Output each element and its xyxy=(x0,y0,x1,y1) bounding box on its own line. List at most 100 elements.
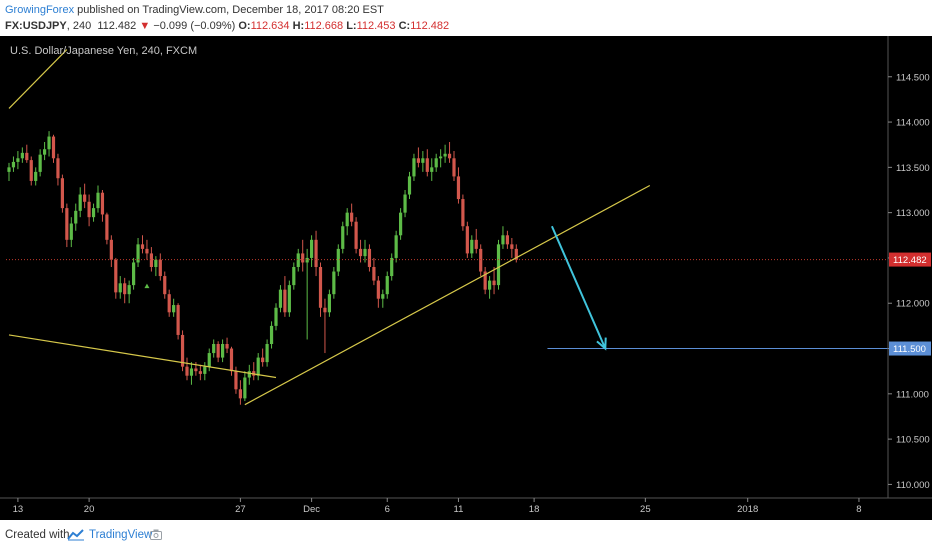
candle-body xyxy=(399,212,403,236)
candle-body xyxy=(87,201,91,218)
candle-body xyxy=(323,307,327,313)
candle-body xyxy=(247,371,251,378)
candle xyxy=(363,239,367,263)
candle-body xyxy=(145,248,149,254)
candle-body xyxy=(430,167,434,172)
candle-body xyxy=(7,167,11,172)
candle-body xyxy=(78,194,82,211)
candle-body xyxy=(140,244,145,249)
candle-body xyxy=(56,158,60,179)
candle-body xyxy=(372,267,376,281)
candle xyxy=(310,235,314,267)
candle-body xyxy=(412,158,416,177)
candle xyxy=(350,203,354,227)
tradingview-logo-icon[interactable] xyxy=(67,529,85,541)
candle xyxy=(180,330,185,372)
resistance-trendline xyxy=(8,49,68,109)
symbol-name: FX:USDJPY xyxy=(5,20,67,32)
candle-body xyxy=(127,285,131,295)
candle-body xyxy=(305,257,309,263)
candle xyxy=(483,267,487,295)
candle-body xyxy=(390,257,394,277)
candle-body xyxy=(501,235,505,245)
time-tick-label: 27 xyxy=(235,504,246,515)
candle xyxy=(83,183,87,209)
candle-body xyxy=(274,307,278,326)
candle-body xyxy=(394,235,398,258)
candle xyxy=(127,280,131,304)
candle xyxy=(154,256,158,277)
camera-icon[interactable] xyxy=(150,529,162,540)
candle xyxy=(56,153,60,186)
candle xyxy=(327,289,331,317)
price-chart[interactable]: 114.500114.000113.500113.000112.500112.0… xyxy=(0,36,932,520)
candle xyxy=(394,230,398,263)
axes-layer: 114.500114.000113.500113.000112.500112.0… xyxy=(0,36,932,515)
candle-body xyxy=(60,178,64,209)
candle-body xyxy=(447,153,452,159)
candle xyxy=(403,190,407,218)
candle-body xyxy=(256,357,260,376)
candle xyxy=(109,235,113,267)
down-arrow-icon: ▼ xyxy=(139,20,151,32)
candle xyxy=(38,149,42,177)
candle-body xyxy=(434,158,438,168)
candle xyxy=(323,298,327,354)
candle-body xyxy=(358,248,363,257)
candle xyxy=(510,238,514,258)
candle xyxy=(412,153,416,181)
candle-body xyxy=(207,353,211,367)
tradingview-brand[interactable]: TradingView xyxy=(89,529,153,541)
candle xyxy=(278,285,283,313)
candle xyxy=(145,239,149,260)
candle-body xyxy=(483,271,487,290)
candle-body xyxy=(296,253,300,267)
candle xyxy=(172,298,176,317)
last-price-tag-label: 112.482 xyxy=(893,255,927,266)
forecast-arrow-head xyxy=(596,337,607,351)
candle-body xyxy=(109,239,113,260)
candle-body xyxy=(216,344,220,358)
candle-body xyxy=(292,267,296,286)
forecast-arrow-shaft xyxy=(550,225,607,349)
candle xyxy=(421,151,425,172)
candle xyxy=(198,364,202,381)
interval-text: , 240 xyxy=(66,20,92,32)
candle xyxy=(34,167,38,186)
close-value: 112.482 xyxy=(410,20,450,32)
candle-body xyxy=(20,152,24,159)
candle-body xyxy=(479,248,483,272)
candle-body xyxy=(194,368,198,372)
candle-body xyxy=(176,305,180,335)
candle xyxy=(488,276,492,299)
candle-body xyxy=(407,176,412,195)
candle-body xyxy=(261,357,265,363)
signal-marker-icon xyxy=(144,283,150,289)
candle xyxy=(132,257,136,290)
symbol-info: FX:USDJPY, 240 112.482 ▼ −0.099 (−0.09%)… xyxy=(5,20,449,32)
candle-body xyxy=(278,289,283,308)
candle xyxy=(345,208,349,236)
candle xyxy=(447,141,452,163)
candle-body xyxy=(345,212,349,227)
candle-body xyxy=(221,344,225,358)
candle-body xyxy=(69,223,73,240)
author-link[interactable]: GrowingForex xyxy=(5,4,75,16)
candle-body xyxy=(65,208,69,240)
candle xyxy=(7,162,11,181)
candle-body xyxy=(443,153,447,157)
candle-body xyxy=(238,389,242,399)
candle-body xyxy=(350,212,354,222)
candle xyxy=(269,321,274,349)
candle xyxy=(390,253,394,281)
candle xyxy=(430,158,434,181)
candle-body xyxy=(198,371,202,374)
candle-body xyxy=(283,289,287,313)
candle-body xyxy=(363,248,367,257)
candle-body xyxy=(29,160,33,181)
candle-body xyxy=(341,226,345,249)
price-tick-label: 112.000 xyxy=(896,299,930,310)
candle-body xyxy=(439,156,443,159)
candle xyxy=(474,228,478,254)
candle-body xyxy=(105,214,109,240)
